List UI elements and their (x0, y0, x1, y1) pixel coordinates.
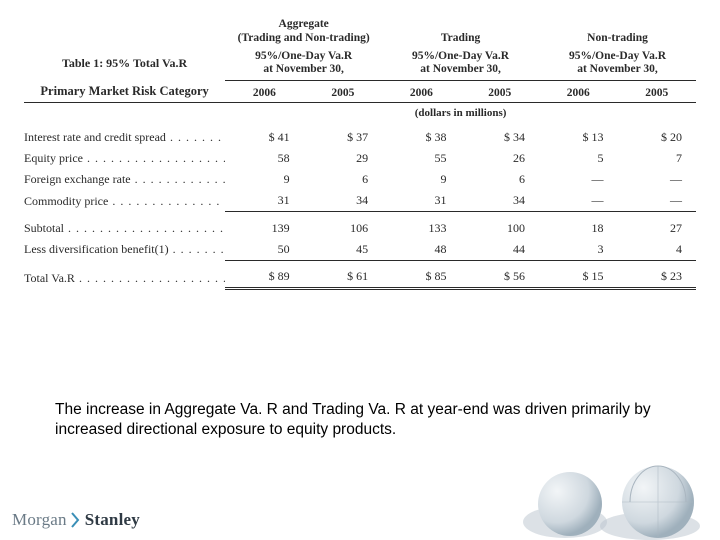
group-nontrading: Non-trading (539, 18, 696, 50)
year: 2005 (617, 81, 696, 103)
cell: 45 (304, 239, 382, 261)
table: Aggregate (Trading and Non-trading) Trad… (24, 18, 696, 290)
group-name-l1: Aggregate (225, 18, 382, 32)
year: 2006 (539, 81, 617, 103)
year: 2005 (461, 81, 539, 103)
cell: 133 (382, 218, 460, 239)
cell: 3 (539, 239, 617, 261)
cell: 9 (382, 169, 460, 190)
group-name-l1: Trading (382, 32, 539, 46)
group-aggregate: Aggregate (Trading and Non-trading) (225, 18, 382, 50)
row-label: Total Va.R (24, 266, 225, 289)
cell: 100 (461, 218, 539, 239)
metric-nontrading: 95%/One-Day Va.R at November 30, (539, 50, 696, 81)
units-row: (dollars in millions) (24, 103, 696, 128)
cell: $ 56 (461, 266, 539, 289)
cell: 44 (461, 239, 539, 261)
cell: $ 41 (225, 127, 303, 148)
row-label: Foreign exchange rate (24, 169, 225, 190)
brand-word-2: Stanley (85, 510, 140, 530)
cell: — (539, 169, 617, 190)
cell: 4 (617, 239, 696, 261)
total-row: Total Va.R $ 89 $ 61 $ 85 $ 56 $ 15 $ 23 (24, 266, 696, 289)
brand-logo: Morgan Stanley (12, 510, 140, 530)
globe-icon (510, 460, 720, 540)
cell: $ 34 (461, 127, 539, 148)
year: 2005 (304, 81, 382, 103)
cell: 58 (225, 148, 303, 169)
cell: 34 (304, 190, 382, 212)
year: 2006 (225, 81, 303, 103)
table-row: Foreign exchange rate 9 6 9 6 — — (24, 169, 696, 190)
cell: $ 61 (304, 266, 382, 289)
cell: — (617, 190, 696, 212)
cell: $ 37 (304, 127, 382, 148)
cell: 26 (461, 148, 539, 169)
cell: 27 (617, 218, 696, 239)
cell: 6 (461, 169, 539, 190)
row-label: Subtotal (24, 218, 225, 239)
cell: 50 (225, 239, 303, 261)
table-row: Interest rate and credit spread $ 41 $ 3… (24, 127, 696, 148)
cell: $ 13 (539, 127, 617, 148)
header-years-row: Primary Market Risk Category 2006 2005 2… (24, 81, 696, 103)
metric-aggregate: 95%/One-Day Va.R at November 30, (225, 50, 382, 81)
group-trading: Trading (382, 18, 539, 50)
cell: $ 85 (382, 266, 460, 289)
row-label: Commodity price (24, 190, 225, 212)
caption-text: The increase in Aggregate Va. R and Trad… (55, 400, 665, 440)
page: Aggregate (Trading and Non-trading) Trad… (0, 0, 720, 540)
year: 2006 (382, 81, 460, 103)
table-row: Commodity price 31 34 31 34 — — (24, 190, 696, 212)
units: (dollars in millions) (225, 103, 696, 128)
cell: $ 23 (617, 266, 696, 289)
table-row: Less diversification benefit(1) 50 45 48… (24, 239, 696, 261)
cell: 18 (539, 218, 617, 239)
row-label: Less diversification benefit(1) (24, 239, 225, 261)
table-title: Table 1: 95% Total Va.R (24, 50, 225, 81)
cell: 48 (382, 239, 460, 261)
cell: 31 (382, 190, 460, 212)
cell: 106 (304, 218, 382, 239)
cell: 9 (225, 169, 303, 190)
header-groups-row: Aggregate (Trading and Non-trading) Trad… (24, 18, 696, 50)
subtotal-row: Subtotal 139 106 133 100 18 27 (24, 218, 696, 239)
brand-arrow-icon (71, 512, 83, 528)
cell: 55 (382, 148, 460, 169)
cell: 29 (304, 148, 382, 169)
cell: 31 (225, 190, 303, 212)
cell: $ 38 (382, 127, 460, 148)
cell: $ 89 (225, 266, 303, 289)
cell: $ 20 (617, 127, 696, 148)
group-name-l2: (Trading and Non-trading) (225, 32, 382, 46)
cell: — (539, 190, 617, 212)
row-label: Interest rate and credit spread (24, 127, 225, 148)
cell: 139 (225, 218, 303, 239)
group-name-l1: Non-trading (539, 32, 696, 46)
cell: 34 (461, 190, 539, 212)
category-heading: Primary Market Risk Category (24, 81, 225, 103)
cell: $ 15 (539, 266, 617, 289)
table-row: Equity price 58 29 55 26 5 7 (24, 148, 696, 169)
metric-trading: 95%/One-Day Va.R at November 30, (382, 50, 539, 81)
row-label: Equity price (24, 148, 225, 169)
cell: — (617, 169, 696, 190)
brand-word-1: Morgan (12, 510, 67, 530)
cell: 7 (617, 148, 696, 169)
var-table: Aggregate (Trading and Non-trading) Trad… (24, 18, 696, 290)
cell: 5 (539, 148, 617, 169)
cell: 6 (304, 169, 382, 190)
header-metric-row: Table 1: 95% Total Va.R 95%/One-Day Va.R… (24, 50, 696, 81)
